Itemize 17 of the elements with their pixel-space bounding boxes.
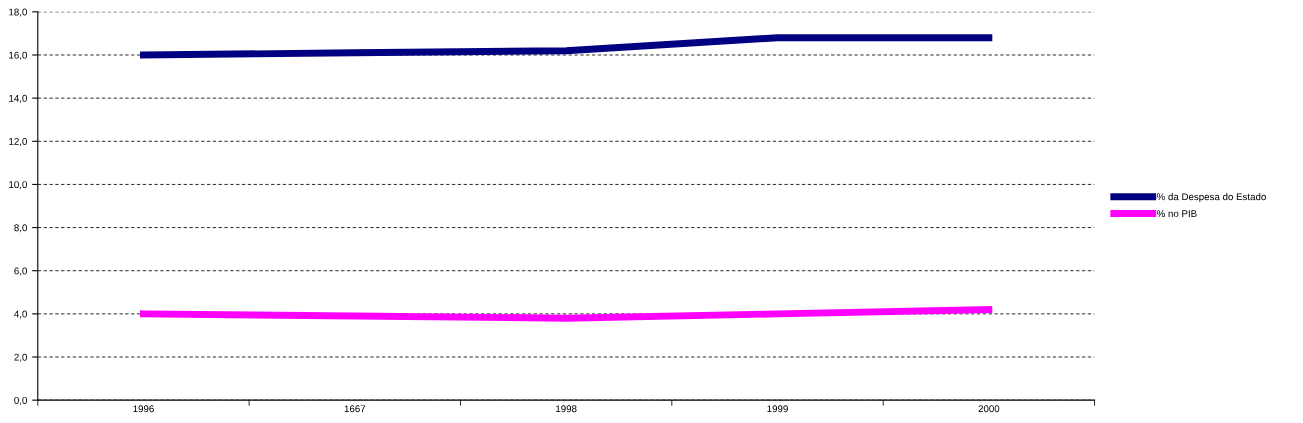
y-tick-label: 0,0: [14, 396, 27, 405]
y-tick-label: 14,0: [9, 94, 27, 103]
y-tick-label: 12,0: [9, 138, 27, 147]
x-tick-label: 1996: [133, 405, 154, 413]
x-tick-label: 2000: [978, 405, 1000, 413]
y-tick-label: 6,0: [14, 267, 27, 276]
y-tick-label: 2,0: [14, 353, 27, 362]
x-tick-label: 1998: [556, 405, 577, 413]
legend-label: % da Despesa do Estado: [1156, 193, 1266, 203]
y-tick-label: 10,0: [9, 181, 27, 190]
x-tick-label: 1667: [344, 405, 366, 413]
y-tick-label: 16,0: [9, 51, 27, 60]
legend-label: % no PIB: [1156, 210, 1197, 218]
y-tick-label: 8,0: [14, 224, 27, 233]
y-tick-label: 18,0: [9, 8, 27, 17]
x-tick-label: 1999: [767, 405, 788, 413]
y-tick-label: 4,0: [14, 310, 27, 319]
